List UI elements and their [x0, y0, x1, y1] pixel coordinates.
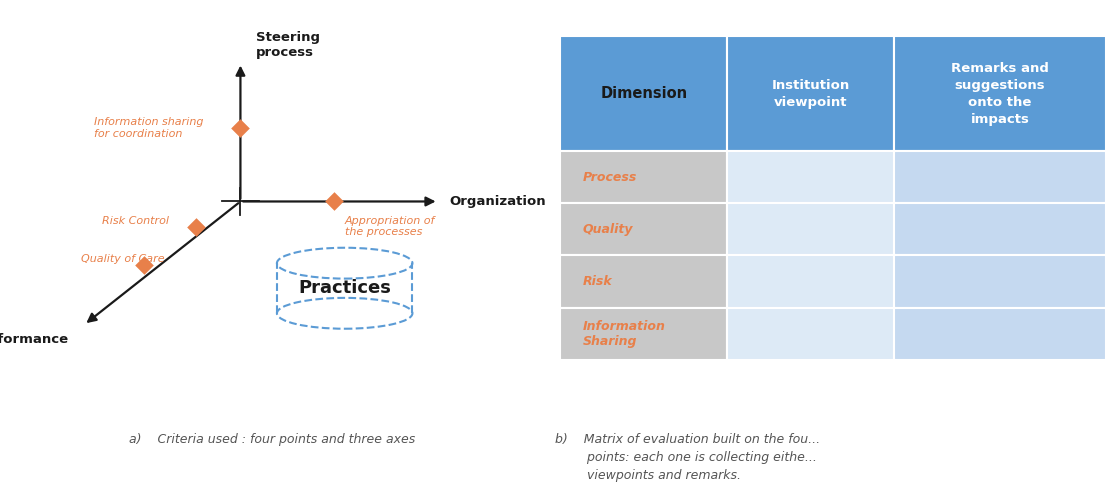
Text: Organization: Organization	[449, 195, 546, 208]
Text: Dimension: Dimension	[600, 86, 688, 101]
Text: Steering
process: Steering process	[256, 31, 321, 59]
Bar	[728, 308, 894, 360]
Point	[232, 124, 250, 132]
Text: Institution
viewpoint: Institution viewpoint	[772, 79, 849, 108]
Text: Risk: Risk	[583, 275, 613, 288]
Text: Remarks and
suggestions
onto the
impacts: Remarks and suggestions onto the impacts	[952, 62, 1049, 125]
Bar	[894, 255, 1106, 308]
Text: Quality: Quality	[583, 223, 633, 236]
Text: Information sharing
for coordination: Information sharing for coordination	[94, 118, 204, 139]
Point	[187, 223, 205, 230]
Bar	[560, 203, 728, 255]
Bar	[728, 151, 894, 203]
Point	[135, 261, 153, 269]
Bar	[894, 203, 1106, 255]
Bar	[560, 36, 728, 151]
Bar	[560, 308, 728, 360]
Bar	[894, 308, 1106, 360]
Point	[325, 198, 343, 205]
Bar	[560, 151, 728, 203]
Text: b)    Matrix of evaluation built on the fou...
        points: each one is colle: b) Matrix of evaluation built on the fou…	[554, 433, 820, 482]
Bar	[894, 151, 1106, 203]
Bar	[728, 203, 894, 255]
Bar	[894, 36, 1106, 151]
Bar	[728, 36, 894, 151]
Bar	[728, 255, 894, 308]
Text: a)    Criteria used : four points and three axes: a) Criteria used : four points and three…	[129, 433, 415, 446]
Text: Performance: Performance	[0, 333, 69, 346]
Text: Process: Process	[583, 171, 638, 184]
Text: Risk Control: Risk Control	[102, 216, 170, 226]
Text: Practices: Practices	[298, 279, 391, 297]
Text: Quality of Care: Quality of Care	[81, 254, 165, 264]
Text: Appropriation of
the processes: Appropriation of the processes	[345, 216, 435, 237]
Text: Information
Sharing: Information Sharing	[583, 320, 665, 348]
Bar	[560, 255, 728, 308]
